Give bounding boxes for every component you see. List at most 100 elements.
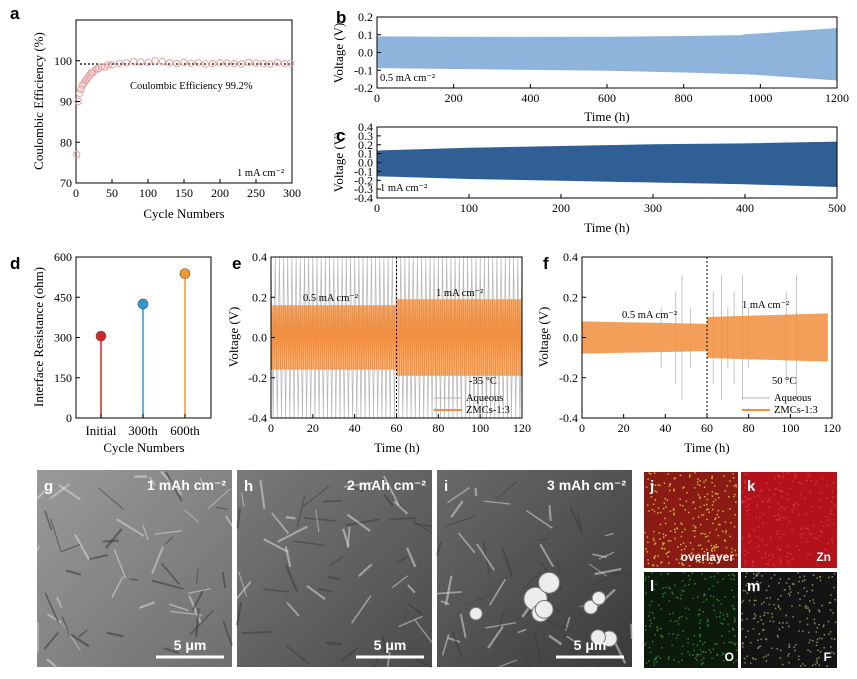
panel-m-signal-dot [770,577,773,579]
panel-m-signal-dot [742,589,745,592]
panel-d-ytick-label: 150 [54,371,72,385]
panel-i-particle [534,600,554,619]
panel-h-texture [237,570,248,597]
panel-e-current2: 1 mA cm⁻² [436,288,483,299]
panel-k-signal-dot [752,561,754,564]
panel-m-signal-dot [807,607,809,609]
panel-m-signal-dot [803,575,806,578]
panel-j-element: overlayer [681,550,735,564]
panel-c-ytick-label: 0.2 [358,138,373,152]
panel-c-axes: 0 100 200 300 400 500-0.4-0.3-0.2-0.10.00.10.… [354,120,846,215]
panel-k-signal-dot [780,489,783,491]
panel-j-signal-dot [653,530,655,533]
panel-k-signal-dot [797,504,800,506]
panel-a-point [180,58,188,67]
panel-i-texture [457,532,476,554]
panel-m-signal-dot [753,617,756,620]
panel-m-signal-dot [798,580,801,583]
panel-m-signal-dot [809,650,812,653]
panel-l-signal-dot [688,583,690,586]
panel-m-signal-dot [803,579,806,581]
panel-k-signal-dot [756,504,759,506]
panel-a-point [137,58,145,66]
panel-m-signal-dot [778,582,780,584]
panel-m-signal-dot [773,603,775,606]
panel-m-signal-dot [793,646,795,649]
panel-h-texture [285,644,310,665]
panel-j-signal-dot [668,562,670,564]
panel-h-texture [342,528,350,547]
panel-b-current: 0.5 mA cm⁻² [380,73,435,84]
panel-j-signal-dot [699,561,701,563]
panel-f-xtick-label: 40 [659,421,671,435]
panel-j-signal-dot [663,482,666,484]
panel-k-signal-dot [823,548,825,550]
panel-l-signal-dot [712,648,715,650]
panel-l-signal-dot [666,572,669,575]
panel-d-ytick-label: 450 [54,290,72,304]
panel-j-signal-dot [664,522,667,525]
panel-c-voltage-band [376,141,838,187]
panel-j-signal-dot [718,556,720,558]
panel-l-signal-dot [699,635,701,638]
panel-m-signal-dot [819,579,822,582]
panel-f-xtick-label: 60 [701,421,713,435]
panel-i-texture [566,635,577,644]
panel-h-texture [393,500,409,515]
panel-i-texture [604,532,614,537]
panel-m-signal-dot [811,589,814,592]
panel-j-signal-dot [676,527,678,529]
panel-label-e: e [232,254,241,273]
panel-l-signal-dot [665,586,667,589]
panel-m-signal-dot [746,618,748,620]
panel-m-signal-dot [779,578,782,580]
panel-l-signal-dot [699,649,702,651]
panel-l-signal-dot [654,634,656,636]
panel-k-signal-dot [743,550,746,552]
panel-m-signal-dot [788,646,790,648]
panel-j-signal-dot [673,490,675,492]
panel-a-point [92,65,100,73]
panel-m-signal-dot [741,619,743,621]
panel-h-texture [412,520,432,534]
panel-b-xlabel: Time (h) [584,109,629,124]
panel-j-signal-dot [657,484,659,486]
panel-l-signal-dot [699,619,702,622]
panel-k-signal-dot [766,482,768,484]
panel-l-signal-dot [657,604,660,607]
panel-i-capacity: 3 mAh cm⁻² [547,477,626,493]
panel-g-texture [116,518,145,537]
panel-j-signal-dot [711,495,714,497]
panel-g-texture [70,633,90,648]
panel-g-texture [215,506,229,510]
panel-i-texture [498,659,518,668]
panel-a-frame [75,19,293,184]
panel-j-signal-dot [654,499,656,501]
panel-d-ylabel: Interface Resistance (ohm) [31,267,46,407]
panel-l-signal-dot [705,651,707,654]
panel-j-signal-dot [647,559,649,561]
panel-k-signal-dot [752,564,754,567]
panel-h-texture [350,595,372,624]
panel-m-signal-dot [798,630,800,632]
panel-j-signal-dot [698,556,700,559]
panel-j-signal-dot [705,479,707,481]
panel-j-signal-dot [734,493,736,496]
panel-k-signal-dot [758,536,760,539]
panel-l-signal-dot [734,635,736,637]
panel-f-ytick-label: -0.4 [559,411,578,425]
panel-k-signal-dot [755,535,757,538]
panel-k-signal-dot [798,549,800,551]
panel-m-signal-dot [788,578,790,580]
panel-m-signal-dot [765,655,767,657]
panel-k-signal-dot [782,476,784,478]
panel-m-signal-dot [806,617,809,620]
panel-k-signal-dot [761,539,764,541]
panel-i-texture [451,631,463,659]
panel-l-signal-dot [721,623,724,625]
panel-l-signal-dot [669,587,671,590]
panel-j-signal-dot [662,536,665,538]
panel-i-texture [436,541,442,556]
panel-m-signal-dot [779,657,782,659]
panel-i-texture [465,593,492,606]
